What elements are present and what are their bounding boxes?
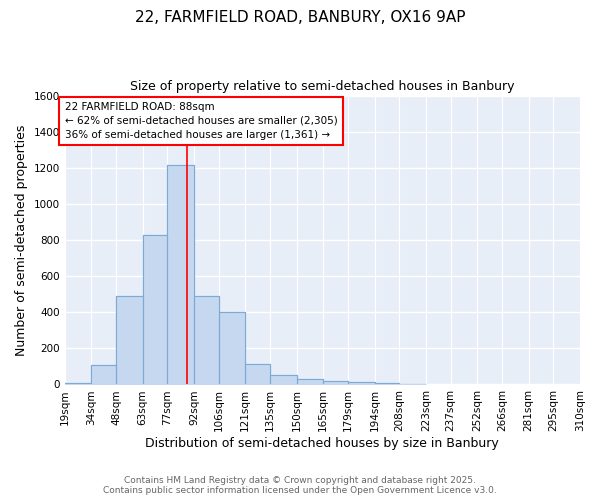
Text: Contains HM Land Registry data © Crown copyright and database right 2025.
Contai: Contains HM Land Registry data © Crown c… [103, 476, 497, 495]
Y-axis label: Number of semi-detached properties: Number of semi-detached properties [15, 124, 28, 356]
X-axis label: Distribution of semi-detached houses by size in Banbury: Distribution of semi-detached houses by … [145, 437, 499, 450]
Text: 22 FARMFIELD ROAD: 88sqm
← 62% of semi-detached houses are smaller (2,305)
36% o: 22 FARMFIELD ROAD: 88sqm ← 62% of semi-d… [65, 102, 337, 140]
Title: Size of property relative to semi-detached houses in Banbury: Size of property relative to semi-detach… [130, 80, 515, 93]
Text: 22, FARMFIELD ROAD, BANBURY, OX16 9AP: 22, FARMFIELD ROAD, BANBURY, OX16 9AP [135, 10, 465, 25]
